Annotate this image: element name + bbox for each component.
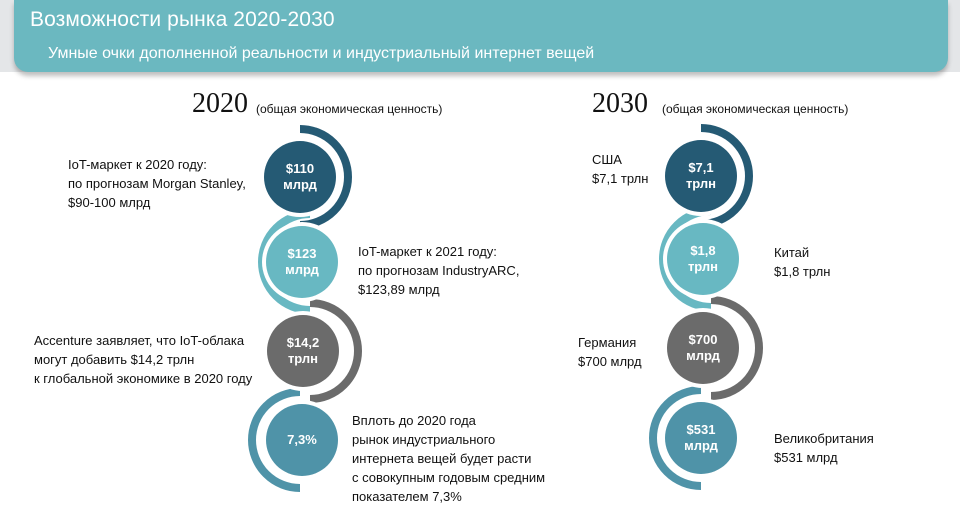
desc-line: $90-100 млрд <box>68 195 151 210</box>
desc-line: IoT-маркет к 2020 году: <box>68 157 207 172</box>
arc-left-4 <box>248 388 301 492</box>
header-banner <box>0 0 960 72</box>
circle-value: $1,8 <box>690 243 716 258</box>
desc-2020-2: IoT-маркет к 2021 году: по прогнозам Ind… <box>358 242 519 299</box>
desc-line: $7,1 трлн <box>592 171 649 186</box>
arc-left-1 <box>299 125 352 229</box>
year-2030-note: (общая экономическая ценность) <box>662 102 849 116</box>
circle-value: $14,2 <box>286 335 320 350</box>
desc-2020-3: Accenture заявляет, что IoT-облака могут… <box>34 331 252 388</box>
circle-unit: трлн <box>687 259 719 274</box>
circle-value: $110 <box>285 161 315 176</box>
value-circle-2030-2: $1,8 трлн <box>667 223 739 295</box>
value-circle-2030-3: $700 млрд <box>667 312 739 384</box>
desc-line: $1,8 трлн <box>774 264 831 279</box>
header-band <box>14 0 948 72</box>
circle-value: $123 <box>287 246 317 261</box>
desc-line: к глобальной экономике в 2020 году <box>34 371 253 386</box>
circle-unit: трлн <box>287 351 319 366</box>
desc-line: $700 млрд <box>578 354 642 369</box>
desc-line: по прогнозам Morgan Stanley, <box>68 176 246 191</box>
desc-line: показателем 7,3% <box>352 489 462 504</box>
desc-line: Великобритания <box>774 431 874 446</box>
desc-line: с совокупным годовым средним <box>352 470 546 485</box>
desc-line: Китай <box>774 245 810 260</box>
desc-line: $123,89 млрд <box>358 282 440 297</box>
circle-value: $7,1 <box>688 160 714 175</box>
circle-unit: трлн <box>685 176 717 191</box>
desc-2030-2: Китай $1,8 трлн <box>774 243 830 281</box>
desc-line: Accenture заявляет, что IoT-облака <box>34 333 245 348</box>
desc-line: могут добавить $14,2 трлн <box>34 352 195 367</box>
circle-value: 7,3% <box>287 432 317 447</box>
year-2020-note: (общая экономическая ценность) <box>256 102 443 116</box>
desc-2020-1: IoT-маркет к 2020 году: по прогнозам Mor… <box>68 155 246 212</box>
arc-right-2 <box>659 207 712 311</box>
page-title: Возможности рынка 2020-2030 <box>30 8 335 31</box>
desc-line: интернета вещей будет расти <box>352 451 532 466</box>
circle-value: $531 <box>686 422 716 437</box>
arc-right-4 <box>649 386 702 490</box>
circle-value: $700 <box>688 332 718 347</box>
desc-line: Германия <box>578 335 637 350</box>
desc-line: по прогнозам IndustryARC, <box>358 263 520 278</box>
desc-line: Вплоть до 2020 года <box>352 413 476 428</box>
circle-unit: млрд <box>283 177 317 192</box>
desc-2020-4: Вплоть до 2020 года рынок индустриальног… <box>352 411 545 506</box>
desc-line: рынок индустриального <box>352 432 496 447</box>
circle-unit: млрд <box>686 348 720 363</box>
arc-right-3 <box>710 296 763 400</box>
desc-2030-4: Великобритания $531 млрд <box>774 429 874 467</box>
circle-unit: млрд <box>684 438 718 453</box>
desc-2030-3: Германия $700 млрд <box>578 333 642 371</box>
arc-left-2 <box>258 210 311 314</box>
desc-line: IoT-маркет к 2021 году: <box>358 244 497 259</box>
desc-line: США <box>592 152 622 167</box>
value-circle-2020-1: $110 млрд <box>264 141 336 213</box>
page-subtitle: Умные очки дополненной реальности и инду… <box>48 45 595 62</box>
value-circle-2020-3: $14,2 трлн <box>267 315 339 387</box>
arc-right-1 <box>700 124 753 228</box>
value-circle-2030-4: $531 млрд <box>665 402 737 474</box>
year-2020-heading: 2020 <box>192 88 248 119</box>
circle-unit: млрд <box>285 262 319 277</box>
arc-left-3 <box>309 299 362 403</box>
value-circle-2020-2: $123 млрд <box>266 226 338 298</box>
desc-2030-1: США $7,1 трлн <box>592 150 648 188</box>
value-circle-2030-1: $7,1 трлн <box>665 140 737 212</box>
desc-line: $531 млрд <box>774 450 838 465</box>
value-circle-2020-4: 7,3% <box>266 404 338 476</box>
year-2030-heading: 2030 <box>592 88 648 119</box>
